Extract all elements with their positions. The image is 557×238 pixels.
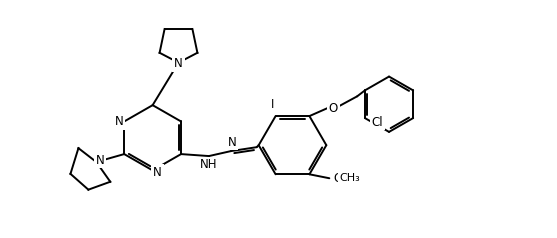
Text: O: O [329, 102, 338, 115]
Text: Cl: Cl [372, 115, 383, 129]
Text: O: O [333, 172, 343, 185]
Text: N: N [153, 166, 162, 179]
Text: N: N [227, 136, 236, 149]
Text: N: N [115, 115, 124, 128]
Text: I: I [271, 98, 274, 111]
Text: CH₃: CH₃ [339, 173, 360, 183]
Text: N: N [174, 57, 183, 70]
Text: NH: NH [200, 159, 218, 171]
Text: N: N [96, 154, 105, 167]
